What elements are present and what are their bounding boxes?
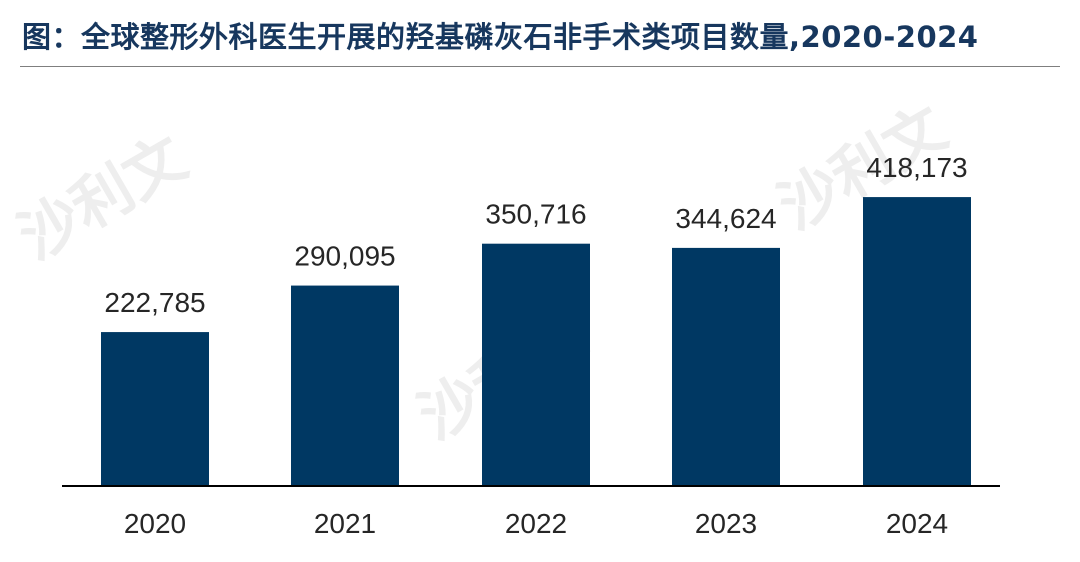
bar-2024 xyxy=(863,197,971,486)
bar-2022 xyxy=(482,243,590,486)
data-label-2020: 222,785 xyxy=(104,287,205,318)
x-tick-label-2024: 2024 xyxy=(886,508,948,539)
chart-title: 图：全球整形外科医生开展的羟基磷灰石非手术类项目数量,2020-2024 xyxy=(22,20,979,54)
data-label-2024: 418,173 xyxy=(866,152,967,183)
title-divider xyxy=(20,66,1060,67)
data-label-2021: 290,095 xyxy=(294,241,395,272)
x-tick-label-2020: 2020 xyxy=(124,508,186,539)
x-tick-label-2022: 2022 xyxy=(505,508,567,539)
bar-2021 xyxy=(291,285,399,486)
bar-2023 xyxy=(672,247,780,486)
x-tick-label-2023: 2023 xyxy=(695,508,757,539)
data-label-2022: 350,716 xyxy=(485,199,586,230)
bar-2020 xyxy=(101,332,209,486)
data-label-2023: 344,624 xyxy=(675,203,776,234)
x-tick-label-2021: 2021 xyxy=(314,508,376,539)
